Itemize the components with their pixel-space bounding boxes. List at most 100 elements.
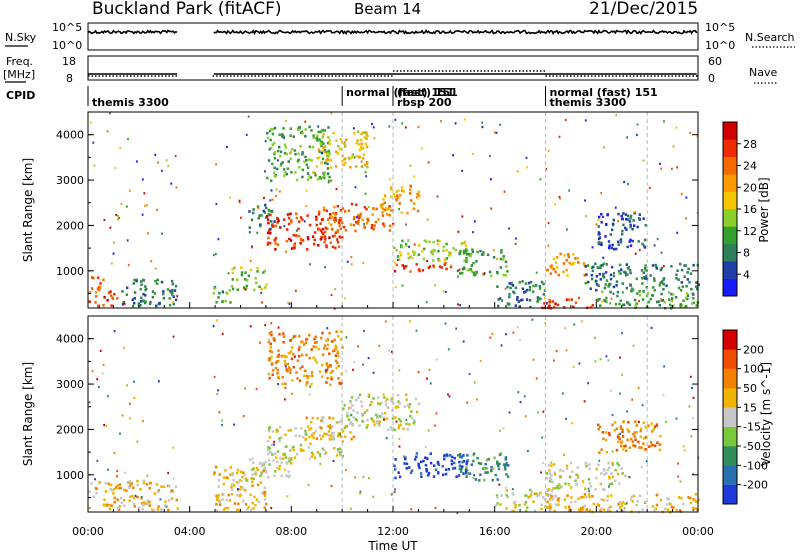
range-cell	[247, 274, 250, 278]
range-cell	[274, 456, 278, 459]
range-cell	[466, 459, 469, 462]
range-cell	[532, 284, 535, 288]
range-cell	[331, 417, 335, 420]
range-cell	[277, 355, 280, 358]
range-cell	[326, 218, 330, 221]
range-cell	[637, 386, 640, 389]
range-cell	[283, 225, 286, 228]
colorbar-cell	[723, 388, 737, 408]
range-cell	[98, 481, 101, 484]
range-cell	[659, 434, 662, 438]
range-cell	[304, 341, 308, 345]
range-cell	[131, 494, 134, 498]
range-cell	[399, 253, 403, 257]
range-cell	[594, 360, 597, 363]
range-cell	[263, 486, 267, 489]
range-cell	[279, 457, 282, 460]
range-cell	[292, 135, 295, 138]
range-cell	[511, 488, 514, 491]
range-cell	[450, 251, 453, 254]
range-cell	[319, 142, 322, 145]
nsky-label: N.Sky	[5, 31, 37, 44]
range-cell	[562, 270, 565, 274]
range-cell	[151, 290, 155, 293]
range-cell	[655, 424, 658, 427]
range-cell	[357, 219, 360, 223]
range-cell	[319, 462, 322, 465]
range-cell	[328, 426, 332, 429]
range-cell	[273, 474, 276, 477]
range-cell	[535, 494, 539, 498]
range-cell	[461, 271, 464, 275]
range-cell	[88, 300, 91, 303]
range-cell	[289, 157, 292, 161]
power-dashed-lines	[341, 112, 648, 308]
range-cell	[127, 481, 130, 484]
range-cell	[418, 194, 421, 198]
range-cell	[450, 462, 454, 466]
range-cell	[566, 274, 569, 277]
range-cell	[339, 137, 342, 141]
range-cell	[683, 305, 686, 309]
range-cell	[307, 237, 310, 241]
range-cell	[472, 262, 475, 265]
range-cell	[379, 415, 382, 418]
range-cell	[273, 175, 277, 178]
range-cell	[308, 374, 311, 378]
range-cell	[235, 494, 239, 497]
range-cell	[459, 272, 462, 275]
range-cell	[394, 458, 397, 461]
range-cell	[676, 269, 679, 272]
x-tick-label: 20:00	[580, 525, 612, 538]
range-cell	[605, 263, 608, 266]
range-cell	[594, 262, 597, 266]
range-cell	[692, 417, 694, 420]
range-cell	[330, 376, 333, 379]
range-cell	[284, 398, 286, 401]
range-cell	[602, 146, 605, 149]
range-cell	[297, 152, 300, 156]
range-cell	[582, 495, 585, 499]
range-cell	[364, 171, 367, 174]
range-cell	[639, 427, 643, 431]
range-cell	[174, 298, 178, 302]
range-cell	[642, 159, 645, 162]
range-cell	[445, 248, 448, 252]
range-cell	[565, 417, 567, 420]
range-cell	[628, 220, 632, 223]
range-cell	[459, 455, 462, 459]
range-cell	[367, 205, 370, 209]
range-cell	[344, 144, 347, 147]
colorbar-cell	[723, 226, 737, 245]
range-cell	[554, 270, 557, 274]
range-cell	[321, 176, 324, 179]
range-cell	[141, 502, 144, 505]
range-cell	[313, 238, 316, 242]
range-cell	[482, 272, 485, 276]
colorbar-cell	[723, 191, 737, 210]
range-cell	[289, 350, 293, 353]
range-cell	[554, 261, 558, 264]
range-cell	[88, 291, 92, 294]
range-cell	[330, 223, 333, 227]
range-cell	[213, 254, 215, 257]
range-cell	[549, 479, 552, 483]
range-cell	[458, 268, 461, 271]
range-cell	[322, 347, 326, 350]
range-cell	[172, 301, 175, 304]
range-cell	[119, 497, 123, 500]
range-cell	[123, 504, 126, 507]
range-cell	[121, 414, 124, 417]
range-cell	[310, 348, 313, 351]
range-cell	[273, 166, 276, 170]
range-cell	[552, 305, 556, 309]
range-cell	[296, 128, 300, 132]
range-cell	[396, 394, 400, 397]
range-cell	[599, 482, 602, 486]
colorbar-tick-label: -50	[743, 440, 761, 453]
range-cell	[490, 274, 493, 278]
range-cell	[497, 298, 500, 301]
range-cell	[156, 490, 160, 494]
range-cell	[543, 302, 546, 305]
